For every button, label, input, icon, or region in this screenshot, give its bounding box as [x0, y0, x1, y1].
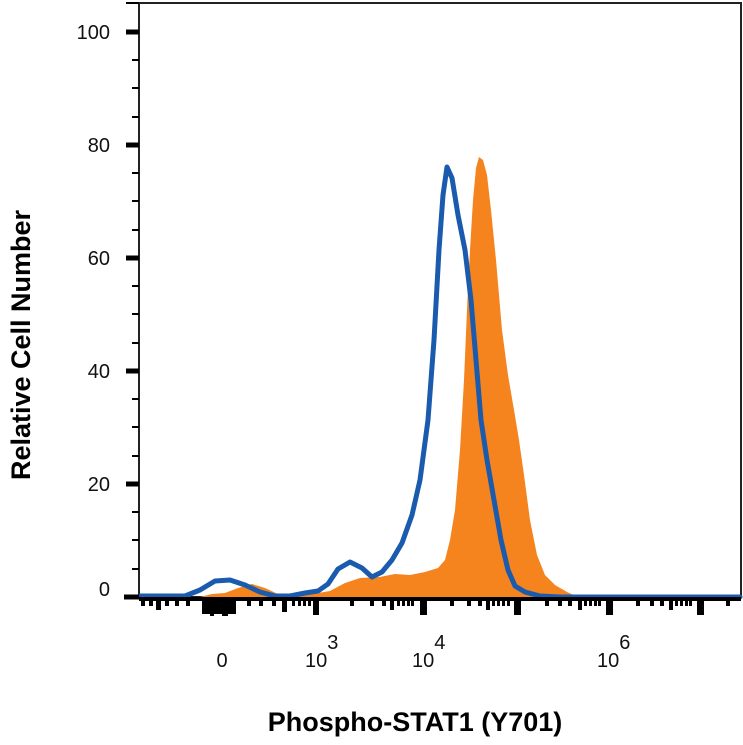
- unstimulated-histogram-line: [138, 164, 743, 600]
- y-tick-80: 80: [88, 135, 110, 157]
- plot-frame: [138, 2, 742, 598]
- x-axis: [139, 597, 741, 616]
- y-tick-60: 60: [88, 248, 110, 270]
- stimulated-histogram-fill: [139, 157, 578, 597]
- y-axis: [124, 2, 139, 600]
- x-tick-labels: 0 103 104 106: [216, 632, 630, 672]
- y-axis-title: Relative Cell Number: [6, 209, 36, 480]
- y-tick-40: 40: [88, 361, 110, 383]
- x-axis-title: Phospho-STAT1 (Y701): [268, 707, 563, 737]
- x-tick-1e3: 103: [305, 632, 338, 672]
- y-tick-labels: 100 80 60 40 20 0: [77, 22, 110, 601]
- x-tick-1e6: 106: [597, 632, 630, 672]
- y-tick-20: 20: [88, 474, 110, 496]
- y-tick-100: 100: [77, 22, 110, 44]
- x-tick-0: 0: [216, 650, 227, 672]
- x-tick-1e4: 104: [412, 632, 445, 672]
- y-tick-0: 0: [99, 579, 110, 601]
